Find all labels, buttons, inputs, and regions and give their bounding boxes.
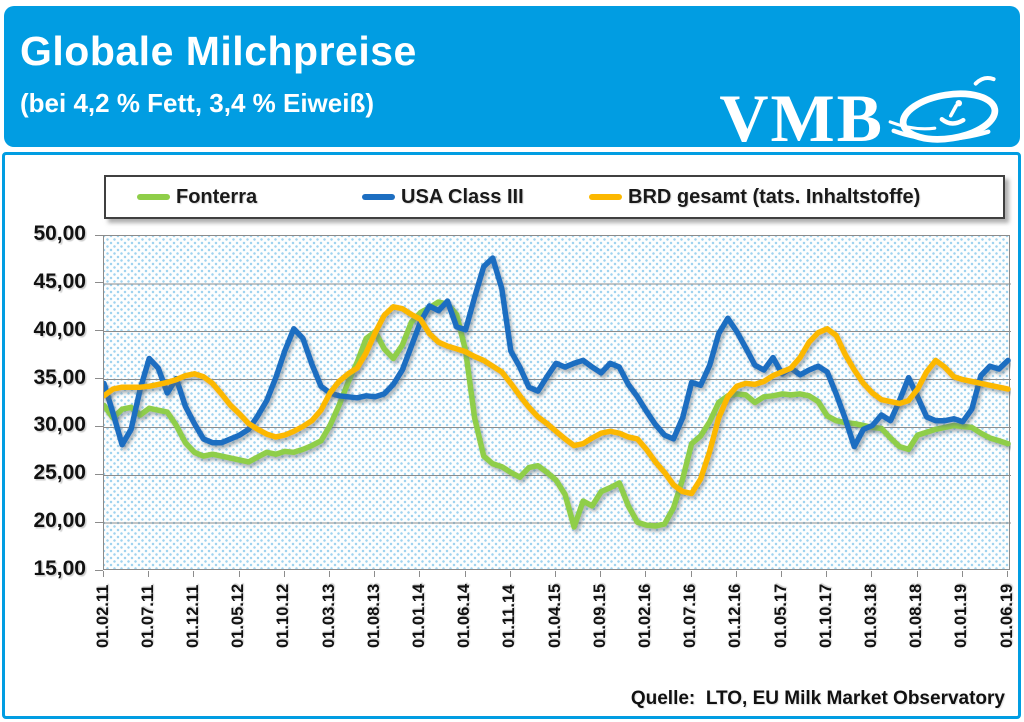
y-tick-label: 40,00 [33, 317, 86, 341]
legend-label: BRD gesamt (tats. Inhaltstoffe) [628, 185, 921, 208]
legend-item-brd-gesamt-tats-inhaltstoffe-: BRD gesamt (tats. Inhaltstoffe) [589, 177, 920, 217]
x-tick-mark [961, 571, 963, 577]
x-tick-label: 01.07.11 [138, 584, 157, 648]
y-tick-mark [95, 473, 103, 475]
y-tick-label: 25,00 [33, 461, 86, 485]
x-tick-mark [419, 571, 421, 577]
y-tick-label: 30,00 [33, 413, 86, 437]
x-tick-label: 01.09.15 [590, 583, 609, 648]
x-tick-label: 01.07.16 [681, 583, 700, 648]
x-tick-mark [509, 571, 511, 577]
x-tick-mark [826, 571, 828, 577]
y-tick-mark [95, 378, 103, 380]
x-tick-mark [464, 571, 466, 577]
y-tick-mark [95, 330, 103, 332]
y-tick-label: 45,00 [33, 269, 86, 293]
x-tick-label: 01.12.11 [183, 584, 202, 648]
y-tick-label: 20,00 [33, 509, 86, 533]
x-tick-mark [329, 571, 330, 577]
source-note: Quelle: LTO, EU Milk Market Observatory [630, 688, 1005, 709]
x-tick-mark [374, 571, 376, 577]
x-tick-mark [148, 571, 150, 577]
x-tick-label: 01.05.12 [229, 583, 248, 648]
x-tick-mark [1007, 571, 1008, 577]
series-line-fonterra [104, 299, 1011, 530]
plot-area: VMB Verband der Milcherzeuger Bayern e.V… [103, 235, 1011, 570]
series-line-brd-gesamt-tats-inhaltstoffe- [104, 304, 1011, 497]
legend-item-fonterra: Fonterra [137, 177, 257, 217]
x-tick-label: 01.08.18 [907, 583, 926, 648]
x-tick-label: 01.02.16 [635, 583, 654, 648]
line-chart [104, 255, 1011, 530]
x-tick-label: 01.06.19 [997, 583, 1016, 648]
page-title: Globale Milchpreise [20, 28, 417, 74]
x-tick-mark [735, 571, 737, 577]
legend-swatch-icon [362, 194, 395, 200]
x-tick-label: 01.03.13 [319, 583, 338, 648]
legend-label: USA Class III [401, 185, 524, 208]
x-tick-label: 01.08.13 [364, 583, 383, 648]
y-tick-mark [95, 234, 103, 236]
x-tick-mark [555, 571, 556, 577]
y-tick-mark [95, 282, 103, 284]
legend-swatch-icon [589, 194, 622, 200]
vmb-logo: VMB [719, 72, 1010, 154]
y-tick-label: 50,00 [33, 222, 86, 245]
series-line-usa-class-iii [104, 255, 1011, 450]
x-tick-label: 01.02.11 [93, 584, 112, 648]
x-tick-mark [238, 571, 240, 577]
x-tick-label: 01.05.17 [771, 583, 790, 648]
x-tick-label: 01.11.14 [500, 584, 519, 648]
x-tick-mark [103, 571, 104, 577]
x-tick-mark [283, 571, 285, 577]
legend-swatch-icon [137, 194, 170, 200]
y-tick-mark [95, 569, 103, 571]
y-tick-label: 35,00 [33, 365, 86, 389]
x-tick-label: 01.12.16 [726, 583, 745, 648]
y-tick-mark [95, 425, 103, 427]
x-tick-mark [193, 571, 195, 577]
x-tick-mark [871, 571, 873, 577]
x-tick-label: 01.03.18 [861, 583, 880, 648]
x-tick-label: 01.10.12 [274, 583, 293, 648]
page-subtitle: (bei 4,2 % Fett, 3,4 % Eiweiß) [20, 88, 374, 118]
y-tick-mark [95, 521, 103, 523]
x-tick-mark [781, 571, 782, 577]
vmb-logo-text: VMB [719, 80, 884, 156]
header-banner: Globale Milchpreise (bei 4,2 % Fett, 3,4… [4, 6, 1020, 154]
legend-label: Fonterra [176, 185, 258, 208]
vmb-swoosh-icon [888, 72, 1010, 154]
x-tick-label: 01.06.14 [455, 583, 474, 648]
legend-item-usa-class-iii: USA Class III [362, 177, 524, 217]
x-tick-mark [600, 571, 602, 577]
x-tick-label: 01.10.17 [816, 583, 835, 648]
y-tick-label: 15,00 [33, 557, 86, 580]
x-tick-mark [916, 571, 918, 577]
x-tick-label: 01.01.14 [409, 583, 428, 648]
legend: Fonterra USA Class III BRD gesamt (tats. I… [104, 175, 1005, 219]
x-tick-mark [690, 571, 692, 577]
x-tick-mark [645, 571, 647, 577]
x-tick-label: 01.01.19 [952, 583, 971, 648]
x-tick-label: 01.04.15 [545, 583, 564, 648]
